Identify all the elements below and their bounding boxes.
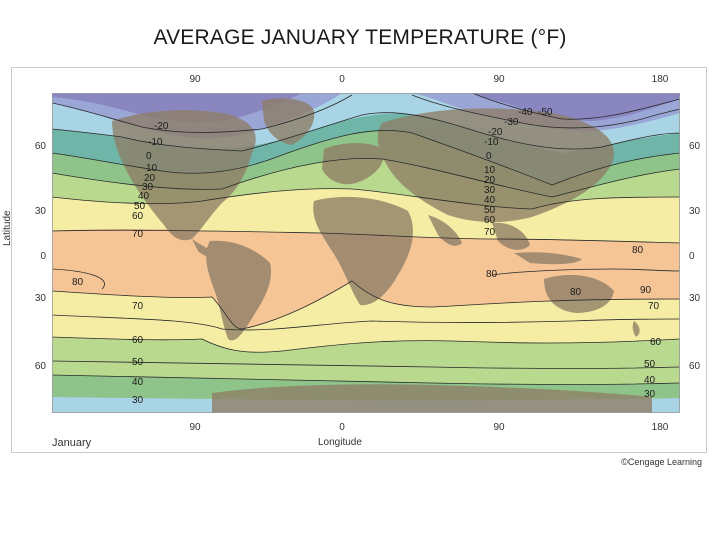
new-zealand xyxy=(632,321,640,337)
iso-label-w-minus20: -20 xyxy=(154,121,169,132)
iso-label-w-10: 10 xyxy=(146,163,158,174)
iso-label-se-60: 60 xyxy=(650,337,662,348)
iso-label-w-60: 60 xyxy=(132,211,144,222)
iso-label-minus40: -40 xyxy=(518,107,533,118)
isotherm-labels-west: -20 -10 0 10 20 30 40 50 60 70 xyxy=(132,121,169,240)
lon-tick-bottom-180: 180 xyxy=(651,422,669,433)
iso-label-w-70: 70 xyxy=(132,229,144,240)
lat-tick-right-30n: 30 xyxy=(689,206,701,217)
month-label: January xyxy=(52,437,92,449)
band-below-minus30 xyxy=(472,93,680,121)
iso-label-minus50: -50 xyxy=(538,107,553,118)
asia xyxy=(377,108,614,223)
iso-label-e-60: 60 xyxy=(484,215,496,226)
iso-label-w-minus10: -10 xyxy=(148,137,163,148)
iso-label-se-40: 40 xyxy=(644,375,656,386)
iso-label-80-africa: 80 xyxy=(486,269,498,280)
lon-tick-top-90e: 90 xyxy=(493,74,505,85)
copyright-credit: ©Cengage Learning xyxy=(621,457,702,467)
indonesia xyxy=(514,252,582,265)
southeast-asia xyxy=(492,222,530,250)
lon-tick-bottom-90e: 90 xyxy=(493,422,505,433)
antarctica xyxy=(212,384,652,413)
iso-label-sw-70: 70 xyxy=(132,301,144,312)
isotherm-60-south xyxy=(52,314,680,331)
europe xyxy=(322,143,385,185)
isotherm-labels-east: -10 0 10 20 30 40 50 60 70 xyxy=(484,137,499,238)
lat-tick-right-30s: 30 xyxy=(689,293,701,304)
lat-tick-left-30s: 30 xyxy=(34,293,46,304)
lat-tick-left-60s: 60 xyxy=(34,361,46,372)
iso-label-e-10: 10 xyxy=(484,165,496,176)
land-masses xyxy=(112,98,652,413)
axis-label-longitude: Longitude xyxy=(318,437,362,448)
isotherm-minus10 xyxy=(52,94,680,133)
iso-label-sw-30: 30 xyxy=(132,395,144,406)
iso-label-e-70: 70 xyxy=(484,227,496,238)
iso-label-sw-60: 60 xyxy=(132,335,144,346)
iso-label-minus20-east: -20 xyxy=(488,127,503,138)
lat-tick-left-0: 0 xyxy=(40,251,46,262)
africa xyxy=(313,196,413,306)
lat-tick-left-30n: 30 xyxy=(34,206,46,217)
iso-label-se-70: 70 xyxy=(648,301,660,312)
map-border xyxy=(52,93,680,413)
iso-label-e-minus10: -10 xyxy=(484,137,499,148)
isotherm-70-south xyxy=(52,280,680,330)
isotherm-80-north xyxy=(52,229,680,244)
iso-label-e-40: 40 xyxy=(484,195,496,206)
iso-label-w-0: 0 xyxy=(146,151,152,162)
isotherm-30-north xyxy=(52,130,680,186)
isotherm-50-north xyxy=(52,158,680,198)
lon-tick-top-0: 0 xyxy=(339,74,345,85)
isotherm-70-north xyxy=(52,188,680,210)
isotherm-map: -20 -10 0 10 20 30 40 50 60 70 -10 0 10 … xyxy=(52,93,680,413)
isotherm-labels-south-west: 70 60 50 40 30 xyxy=(132,301,144,406)
iso-label-se-30: 30 xyxy=(644,389,656,400)
lat-tick-right-0: 0 xyxy=(689,251,695,262)
isotherm-80-south xyxy=(52,268,680,290)
band-arctic-west xyxy=(52,93,302,123)
iso-label-w-40: 40 xyxy=(138,191,150,202)
iso-label-80-atlantic: 80 xyxy=(72,277,84,288)
australia xyxy=(544,275,614,313)
south-america xyxy=(206,240,272,341)
lon-tick-top-90w: 90 xyxy=(189,74,201,85)
isotherm-labels-south-east: 70 60 50 40 30 xyxy=(644,301,662,400)
iso-label-sw-50: 50 xyxy=(132,357,144,368)
isotherm-lines xyxy=(52,93,680,385)
axis-label-latitude: Latitude xyxy=(2,210,13,246)
lon-tick-top-180: 180 xyxy=(651,74,669,85)
iso-label-80-pacific: 80 xyxy=(632,245,644,256)
iso-label-90-australia: 90 xyxy=(640,285,652,296)
lat-tick-right-60s: 60 xyxy=(689,361,701,372)
iso-label-sw-40: 40 xyxy=(132,377,144,388)
iso-label-e-30: 30 xyxy=(484,185,496,196)
iso-label-e-20: 20 xyxy=(484,175,496,186)
iso-label-80-australia: 80 xyxy=(570,287,582,298)
isotherm-10-north xyxy=(52,112,680,152)
isotherm-30-south xyxy=(52,374,680,385)
iso-label-se-50: 50 xyxy=(644,359,656,370)
iso-label-e-0: 0 xyxy=(486,151,492,162)
iso-label-w-20: 20 xyxy=(144,173,156,184)
isotherm-40-south xyxy=(52,360,680,369)
lat-tick-left-60n: 60 xyxy=(34,141,46,152)
isotherm-50-south xyxy=(52,336,680,353)
lon-tick-bottom-0: 0 xyxy=(339,422,345,433)
isotherm-labels-siberia: -30 -40 -50 -20 xyxy=(488,107,553,138)
isotherm-minus30 xyxy=(471,93,680,120)
slide-title: AVERAGE JANUARY TEMPERATURE (°F) xyxy=(153,26,567,49)
iso-label-w-30: 30 xyxy=(142,182,154,193)
iso-label-w-50: 50 xyxy=(134,201,146,212)
iso-label-minus30: -30 xyxy=(504,117,519,128)
lat-tick-right-60n: 60 xyxy=(689,141,701,152)
lon-tick-bottom-90w: 90 xyxy=(189,422,201,433)
iso-label-e-50: 50 xyxy=(484,205,496,216)
isotherm-labels-tropics: 80 80 80 80 90 xyxy=(72,245,652,298)
